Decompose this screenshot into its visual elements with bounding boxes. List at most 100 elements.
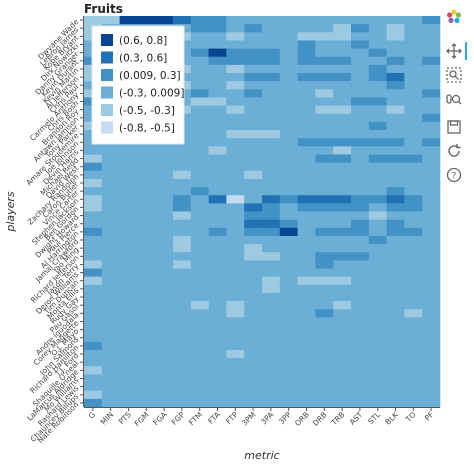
heatmap-cell[interactable] <box>190 398 209 408</box>
heatmap-cell[interactable] <box>190 56 209 66</box>
heatmap-cell[interactable] <box>262 276 281 286</box>
heatmap-cell[interactable] <box>351 260 370 269</box>
heatmap-cell[interactable] <box>226 170 245 180</box>
heatmap-cell[interactable] <box>351 341 370 351</box>
heatmap-cell[interactable] <box>190 105 209 115</box>
heatmap-cell[interactable] <box>279 130 298 139</box>
heatmap-cell[interactable] <box>226 309 245 318</box>
heatmap-cell[interactable] <box>333 219 352 229</box>
heatmap-cell[interactable] <box>262 390 281 400</box>
heatmap-cell[interactable] <box>351 382 370 392</box>
heatmap-cell[interactable] <box>297 219 316 229</box>
heatmap-cell[interactable] <box>297 227 316 237</box>
heatmap-cell[interactable] <box>404 390 423 400</box>
heatmap-cell[interactable] <box>155 333 174 343</box>
heatmap-cell[interactable] <box>315 187 334 196</box>
heatmap-cell[interactable] <box>262 301 281 310</box>
heatmap-cell[interactable] <box>351 56 370 66</box>
heatmap-cell[interactable] <box>173 235 192 245</box>
heatmap-cell[interactable] <box>386 32 405 41</box>
heatmap-cell[interactable] <box>279 358 298 367</box>
heatmap-cell[interactable] <box>422 317 441 326</box>
heatmap-cell[interactable] <box>226 138 245 147</box>
heatmap-cell[interactable] <box>333 32 352 41</box>
heatmap-cell[interactable] <box>155 268 174 277</box>
heatmap-cell[interactable] <box>333 366 352 375</box>
heatmap-cell[interactable] <box>315 349 334 359</box>
heatmap-cell[interactable] <box>297 244 316 253</box>
heatmap-cell[interactable] <box>119 358 138 367</box>
heatmap-cell[interactable] <box>404 89 423 98</box>
heatmap-cell[interactable] <box>173 292 192 302</box>
heatmap-cell[interactable] <box>386 64 405 74</box>
heatmap-cell[interactable] <box>101 349 120 359</box>
heatmap-cell[interactable] <box>404 40 423 49</box>
heatmap-cell[interactable] <box>333 121 352 131</box>
heatmap-cell[interactable] <box>279 73 298 82</box>
heatmap-cell[interactable] <box>137 382 156 392</box>
heatmap-cell[interactable] <box>368 97 387 106</box>
heatmap-cell[interactable] <box>279 40 298 49</box>
heatmap-cell[interactable] <box>315 73 334 82</box>
heatmap-cell[interactable] <box>333 341 352 351</box>
heatmap-cell[interactable] <box>84 349 103 359</box>
heatmap-cell[interactable] <box>173 341 192 351</box>
pan-icon[interactable] <box>442 40 466 62</box>
heatmap-cell[interactable] <box>137 178 156 188</box>
heatmap-cell[interactable] <box>84 227 103 237</box>
heatmap-cell[interactable] <box>422 390 441 400</box>
heatmap-cell[interactable] <box>422 97 441 106</box>
heatmap-cell[interactable] <box>368 317 387 326</box>
heatmap-cell[interactable] <box>368 32 387 41</box>
heatmap-cell[interactable] <box>155 227 174 237</box>
heatmap-cell[interactable] <box>119 203 138 212</box>
heatmap-cell[interactable] <box>368 219 387 229</box>
heatmap-cell[interactable] <box>351 187 370 196</box>
heatmap-cell[interactable] <box>155 187 174 196</box>
heatmap-cell[interactable] <box>297 170 316 180</box>
heatmap-cell[interactable] <box>422 154 441 163</box>
heatmap-cell[interactable] <box>101 260 120 269</box>
heatmap-cell[interactable] <box>208 317 227 326</box>
heatmap-cell[interactable] <box>137 16 156 25</box>
heatmap-cell[interactable] <box>226 203 245 212</box>
heatmap-cell[interactable] <box>333 244 352 253</box>
heatmap-cell[interactable] <box>422 48 441 58</box>
heatmap-cell[interactable] <box>315 235 334 245</box>
heatmap-cell[interactable] <box>262 358 281 367</box>
heatmap-cell[interactable] <box>155 390 174 400</box>
heatmap-cell[interactable] <box>404 252 423 261</box>
heatmap-cell[interactable] <box>173 301 192 310</box>
heatmap-cell[interactable] <box>137 203 156 212</box>
heatmap-cell[interactable] <box>351 301 370 310</box>
heatmap-cell[interactable] <box>333 105 352 115</box>
heatmap-cell[interactable] <box>333 187 352 196</box>
heatmap-cell[interactable] <box>351 178 370 188</box>
heatmap-cell[interactable] <box>351 146 370 155</box>
heatmap-cell[interactable] <box>368 89 387 98</box>
heatmap-cell[interactable] <box>315 374 334 383</box>
heatmap-cell[interactable] <box>404 146 423 155</box>
heatmap-cell[interactable] <box>333 203 352 212</box>
heatmap-cell[interactable] <box>155 284 174 294</box>
heatmap-cell[interactable] <box>190 325 209 334</box>
heatmap-cell[interactable] <box>386 162 405 172</box>
heatmap-cell[interactable] <box>119 235 138 245</box>
heatmap-cell[interactable] <box>315 301 334 310</box>
heatmap-cell[interactable] <box>351 235 370 245</box>
heatmap-cell[interactable] <box>173 398 192 408</box>
heatmap-cell[interactable] <box>119 178 138 188</box>
heatmap-cell[interactable] <box>386 235 405 245</box>
heatmap-cell[interactable] <box>119 211 138 220</box>
heatmap-cell[interactable] <box>297 48 316 58</box>
heatmap-cell[interactable] <box>315 146 334 155</box>
heatmap-cell[interactable] <box>404 235 423 245</box>
heatmap-cell[interactable] <box>208 366 227 375</box>
heatmap-cell[interactable] <box>190 382 209 392</box>
heatmap-cell[interactable] <box>155 170 174 180</box>
heatmap-cell[interactable] <box>119 341 138 351</box>
heatmap-cell[interactable] <box>351 268 370 277</box>
heatmap-cell[interactable] <box>262 170 281 180</box>
heatmap-cell[interactable] <box>262 130 281 139</box>
heatmap-cell[interactable] <box>190 64 209 74</box>
